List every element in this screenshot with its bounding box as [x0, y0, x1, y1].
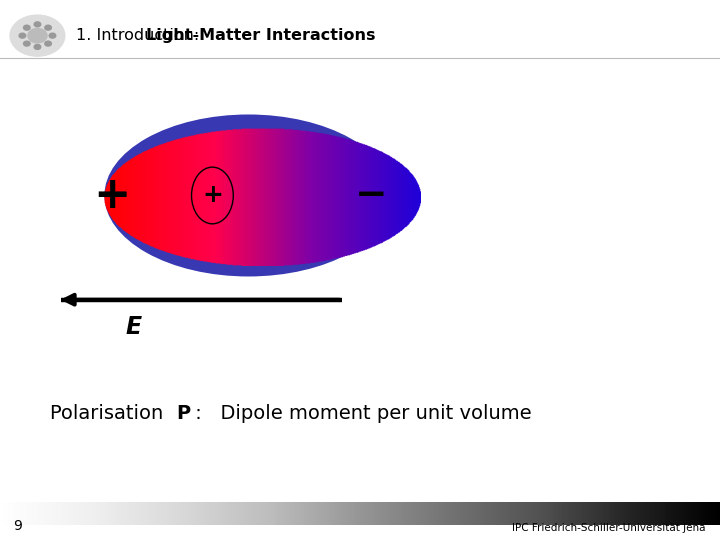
Text: P: P: [176, 403, 191, 423]
Text: 9: 9: [13, 519, 22, 534]
Text: +: +: [93, 174, 130, 217]
Text: IPC Friedrich-Schiller-Universität Jena: IPC Friedrich-Schiller-Universität Jena: [512, 523, 706, 533]
Circle shape: [19, 33, 26, 38]
Ellipse shape: [104, 114, 392, 276]
Circle shape: [45, 41, 51, 46]
Text: Polarisation: Polarisation: [50, 403, 176, 423]
Text: 1. Introduction:: 1. Introduction:: [76, 28, 204, 43]
Text: :   Dipole moment per unit volume: : Dipole moment per unit volume: [189, 403, 532, 423]
Circle shape: [34, 44, 41, 49]
Text: Light-Matter Interactions: Light-Matter Interactions: [146, 28, 376, 43]
Circle shape: [24, 41, 30, 46]
Text: +: +: [202, 184, 222, 207]
Text: −: −: [354, 177, 387, 214]
Circle shape: [28, 29, 47, 43]
Circle shape: [45, 25, 51, 30]
Text: E: E: [125, 315, 141, 339]
Circle shape: [34, 22, 41, 27]
Circle shape: [49, 33, 55, 38]
Circle shape: [24, 25, 30, 30]
Circle shape: [10, 15, 65, 56]
